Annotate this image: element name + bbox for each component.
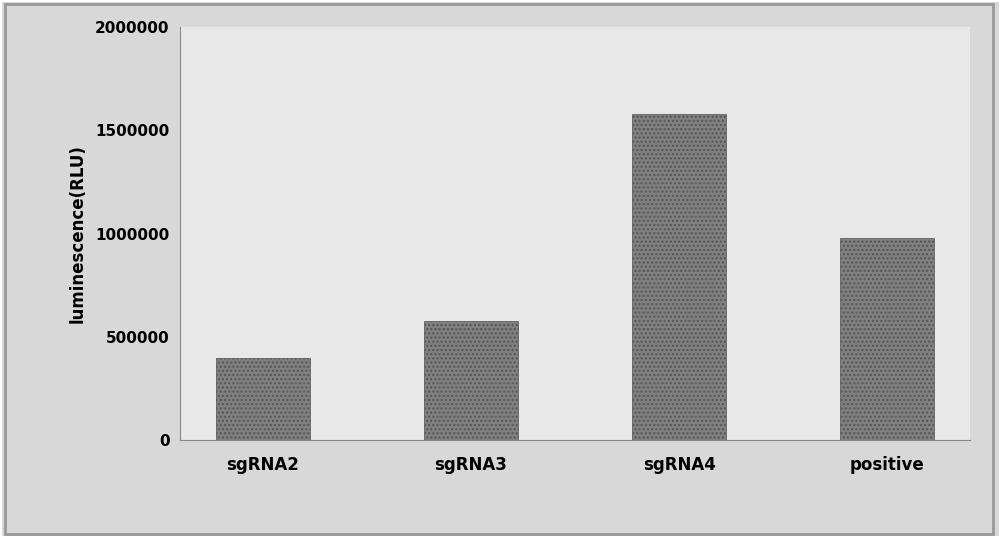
Y-axis label: luminescence(RLU): luminescence(RLU) xyxy=(69,144,87,323)
Bar xyxy=(424,322,518,440)
Bar xyxy=(632,114,726,440)
Bar xyxy=(840,238,934,440)
Bar xyxy=(216,358,310,440)
